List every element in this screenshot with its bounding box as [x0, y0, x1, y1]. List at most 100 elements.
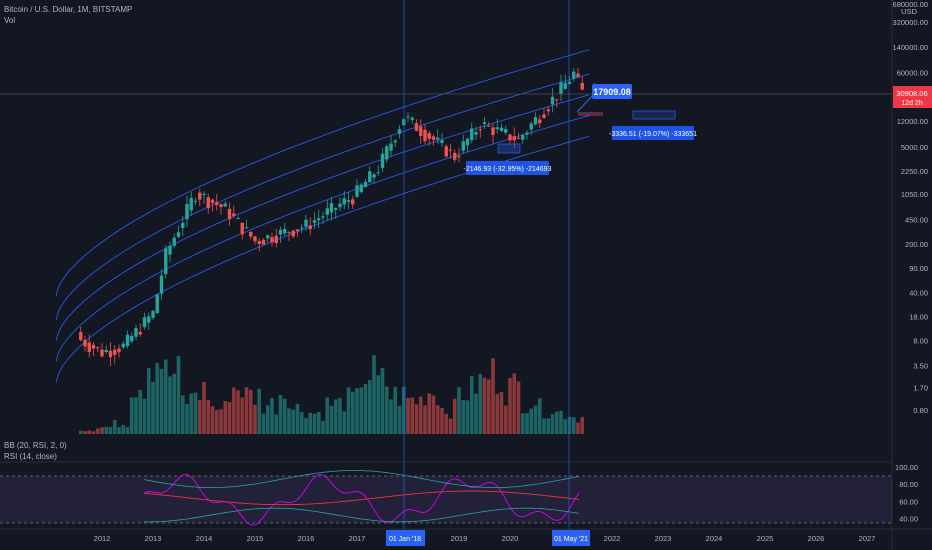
candle-body	[521, 135, 525, 140]
candle-body	[236, 218, 240, 220]
time-axis[interactable]: 2012 2013 2014 2015 2016 2017 2019 2020 2022 2023…	[94, 534, 876, 543]
volume-bar	[478, 373, 483, 434]
volume-bar	[308, 412, 313, 434]
regression-channel[interactable]	[55, 49, 590, 383]
volume-bar	[346, 387, 351, 434]
volume-bar	[350, 391, 355, 434]
volume-bar	[491, 358, 495, 434]
volume-bar	[393, 386, 398, 434]
main-pane[interactable]	[0, 0, 892, 434]
candle-body	[346, 200, 351, 202]
candle-body	[567, 81, 572, 84]
candle-body	[372, 174, 376, 178]
volume-bar	[78, 430, 83, 434]
candle-body	[83, 339, 87, 347]
candle-body	[219, 204, 223, 208]
candle-body	[104, 349, 108, 353]
indicator-legend[interactable]: BB (20, RSI, 2, 0) RSI (14, close)	[4, 440, 67, 462]
volume-bar	[559, 410, 563, 434]
volume-bar	[338, 397, 342, 434]
time-tick: 2012	[94, 534, 111, 543]
channel-line	[55, 73, 590, 321]
volume-bar	[134, 397, 138, 434]
price-tick: 18.00	[909, 312, 928, 321]
volume-bar	[146, 368, 151, 434]
measure-box-2[interactable]	[632, 110, 676, 120]
volume-bar	[257, 388, 262, 434]
candle-body	[351, 199, 355, 205]
rsi-axis[interactable]: 100.00 80.00 60.00 40.00	[895, 463, 918, 523]
candle-body	[100, 349, 104, 357]
candle-body	[283, 228, 287, 234]
time-tick: 2027	[859, 534, 876, 543]
candle-body	[368, 171, 372, 183]
volume-bar	[291, 409, 296, 434]
candle-body	[189, 197, 193, 211]
candle-body	[508, 134, 512, 141]
volume-bar	[112, 420, 117, 434]
candle-body	[108, 350, 113, 358]
volume-bar	[117, 427, 121, 434]
candle-body	[87, 342, 91, 352]
volume-bar	[197, 399, 202, 434]
volume-bar	[172, 373, 177, 434]
projection-callout[interactable]	[592, 84, 632, 99]
rsi-tick: 60.00	[899, 497, 918, 506]
candle-body	[406, 116, 410, 118]
candle-body	[79, 332, 83, 341]
volume-bar	[329, 405, 334, 434]
volume-bar	[125, 427, 130, 434]
rsi-line	[143, 473, 580, 526]
candle-body	[431, 136, 436, 140]
candle-body	[147, 316, 151, 323]
candle-body	[525, 132, 529, 135]
candle-body	[342, 198, 346, 205]
volume-bar	[499, 391, 504, 434]
candle-body	[300, 227, 304, 229]
candle-body	[538, 119, 542, 124]
candle-body	[461, 141, 465, 151]
candle-body	[512, 136, 516, 141]
bb-lower	[143, 507, 580, 523]
volume-bar	[265, 405, 270, 434]
price-tick: 320000.00	[893, 18, 928, 27]
candle-body	[363, 181, 368, 188]
price-tick: 8.00	[913, 337, 928, 346]
candle-body	[542, 114, 546, 118]
volume-bar	[185, 403, 189, 434]
volume-bar	[363, 383, 368, 434]
volume-bar	[389, 399, 393, 434]
candle-body	[559, 82, 563, 95]
price-axis-currency: USD	[901, 7, 917, 16]
candle-body	[376, 172, 380, 174]
price-tick: 40.00	[909, 288, 928, 297]
candle-body	[334, 208, 338, 210]
measure-box-1[interactable]	[497, 143, 521, 154]
volume-bar	[231, 387, 236, 434]
volume-bar	[100, 427, 104, 434]
price-axis[interactable]: 320000.00 140000.00 60000.00 12000.00 5000.0…	[893, 18, 928, 415]
volume-bar	[138, 389, 143, 434]
bb-legend: BB (20, RSI, 2, 0)	[4, 441, 67, 450]
price-tick: 1050.00	[901, 190, 928, 199]
volume-bar	[168, 376, 172, 434]
volume-bar	[372, 355, 376, 434]
candle-body	[457, 156, 461, 158]
candle-body	[125, 334, 130, 347]
last-price-value: 30908.06	[896, 89, 927, 98]
candle-body	[380, 153, 385, 168]
symbol-legend[interactable]: Bitcoin / U.S. Dollar, 1M, BITSTAMP Vol	[4, 4, 132, 26]
candle-body	[295, 229, 300, 232]
volume-bar	[516, 381, 521, 434]
candle-body	[266, 235, 270, 239]
candle-body	[202, 193, 206, 195]
candlestick-series	[79, 67, 584, 367]
volume-bar	[427, 393, 432, 434]
volume-bar	[384, 386, 389, 434]
candle-body	[142, 317, 147, 328]
candle-body	[329, 203, 334, 213]
volume-bar	[418, 396, 423, 434]
bb-middle	[143, 490, 580, 506]
volume-bar	[210, 406, 215, 434]
